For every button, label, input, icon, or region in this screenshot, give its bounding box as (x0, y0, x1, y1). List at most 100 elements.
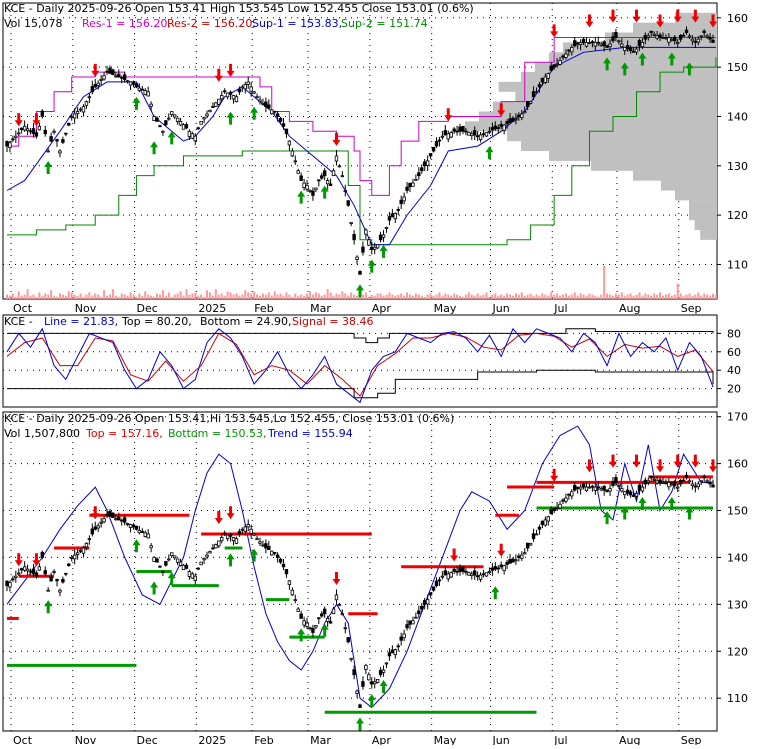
p1-candle-body (202, 117, 206, 120)
p1-candle-body (623, 47, 627, 51)
p3-candle-body (673, 481, 677, 486)
p1-month-label: Dec (137, 302, 158, 315)
p1-volume-bar (273, 291, 276, 299)
p3-candle-body (293, 599, 297, 602)
p3-candle-body (22, 566, 27, 571)
p1-candle-body (120, 76, 124, 79)
p3-month-label: Dec (137, 734, 158, 745)
p3-candle-body (261, 544, 265, 547)
p3-candle-body (431, 586, 436, 591)
p1-volume-bar (347, 295, 350, 299)
p1-volume-bar (403, 295, 406, 299)
p1-candle-body (367, 239, 371, 246)
p3-candle-body (467, 572, 471, 576)
p1-volume-bar (567, 295, 570, 299)
p1-volume-bar (688, 293, 691, 299)
p1-volume-bar (26, 289, 29, 299)
p1-volume-bar (679, 293, 682, 299)
p3-down-arrow (691, 454, 700, 468)
p1-candle-body (558, 60, 562, 65)
p1-volume-bar (603, 266, 606, 299)
p3-up-arrow (250, 548, 259, 562)
p3-candle-body (170, 552, 174, 556)
p3-candle-body (602, 485, 606, 491)
p1-candle-body (81, 106, 86, 113)
p3-candle-body (175, 558, 180, 563)
p3-candle-body (143, 532, 147, 537)
p1-volume-bar (235, 293, 238, 299)
p1-volume-bar (388, 292, 391, 299)
p1-candle-body (328, 183, 333, 186)
p3-candle-body (258, 541, 262, 544)
p2-top-band (7, 328, 714, 344)
p3-candle-body (564, 497, 568, 502)
p1-volume-bar (97, 294, 100, 299)
p1-volume-bar (267, 292, 270, 299)
p1-volume-bar (220, 293, 223, 299)
p1-candle-body (193, 135, 197, 142)
p1-volume-bar (170, 296, 173, 299)
p3-candle-body (475, 575, 480, 578)
p3-candle-body (349, 657, 353, 660)
p3-candle-body (5, 580, 9, 586)
p1-candle-body (602, 41, 606, 47)
p1-volume-bar (306, 293, 309, 299)
p3-candle-body (8, 582, 12, 588)
p3-candle-body (625, 489, 630, 494)
p2-prefix: KCE - (4, 315, 33, 328)
p1-candle-body (575, 42, 580, 45)
p1-candle-body (358, 271, 362, 275)
p1-volume-bar (223, 295, 226, 299)
p1-volume-bar (409, 294, 412, 299)
p1-candle-body (184, 124, 189, 129)
p1-volume-bar (282, 295, 285, 299)
p1-volume-bar (238, 295, 241, 299)
p1-volume-bar (256, 294, 259, 299)
p1-volume-bar (691, 295, 694, 299)
p3-candle-body (117, 516, 121, 521)
p1-candle-body (481, 133, 486, 135)
p1-volume-bar (461, 296, 464, 299)
p1-month-label: 2025 (198, 302, 226, 315)
p1-candle-body (14, 135, 18, 138)
p1-candle-body (593, 42, 598, 47)
p1-candle-body (387, 216, 392, 221)
p1-volume-bar (100, 296, 103, 299)
p3-candle-body (331, 608, 336, 615)
p1-candle-body (37, 125, 42, 131)
p1-candle-body (246, 81, 250, 85)
p3-candle-body (452, 568, 456, 572)
p3-candle-body (399, 636, 403, 641)
p1-candle-body (252, 91, 256, 94)
p3-candle-body (402, 633, 406, 639)
p1-candle-body (264, 101, 268, 107)
p1-volume-bar (547, 295, 550, 299)
p3-candle-body (631, 495, 636, 497)
p1-up-arrow (356, 284, 364, 298)
p1-candle-body (458, 126, 462, 132)
p3-up-arrow (356, 717, 364, 731)
p1-volume-bar (511, 295, 514, 299)
p1-header: KCE - Daily 2025-09-26 Open 153.41 High … (4, 2, 474, 15)
p3-candle-body (384, 662, 389, 665)
p1-candle-body (20, 127, 24, 131)
p1-down-arrow (673, 9, 682, 23)
p1-volume-bar (108, 294, 111, 299)
p1-volume-bar (41, 295, 44, 299)
p1-candle-body (267, 104, 271, 109)
p1-volume-bar (6, 294, 8, 299)
p3-candle-body (67, 563, 71, 567)
p1-candle-body (373, 246, 377, 250)
p1-volume-bar (632, 295, 635, 299)
p1-candle-body (178, 121, 183, 126)
p1-candle-body (278, 117, 283, 122)
p3-candle-body (275, 554, 280, 558)
p1-candle-body (702, 30, 706, 33)
p1-volume-bar (135, 296, 138, 299)
p3-candle-body (122, 517, 127, 523)
p1-candle-body (240, 86, 245, 89)
p3-up-arrow (132, 539, 141, 553)
p1-volume-bar (332, 295, 335, 299)
p3-candle-body (228, 533, 233, 537)
p1-candle-body (678, 34, 683, 40)
